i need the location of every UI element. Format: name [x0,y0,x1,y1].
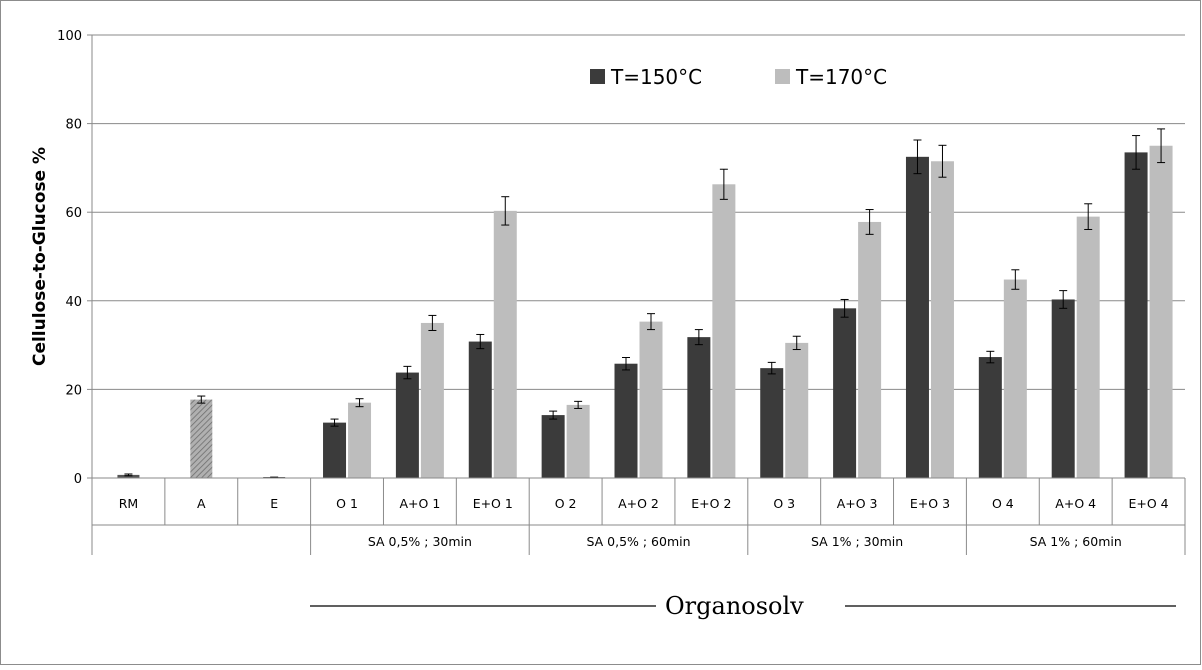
bar-a-o-3-t170 [858,221,882,479]
x-tick-label-a-o-3: A+O 3 [837,496,878,511]
legend-label-t150: T=150°C [610,65,702,89]
x-tick-label-e-o-1: E+O 1 [473,496,513,511]
legend-swatch-t170 [775,69,790,84]
bar-o-3-t170 [785,342,809,478]
bar-e-o-4-t170 [1149,145,1173,478]
bar-a-o-1-t170 [420,322,444,478]
x-tick-label-o-1: O 1 [336,496,358,511]
legend: T=150°C T=170°C [590,65,887,89]
x-tick-label-rm: RM [119,496,138,511]
bar-o-1-t150 [323,422,347,478]
bar-a-o-3-t150 [833,308,857,478]
x-tick-label-e-o-4: E+O 4 [1128,496,1168,511]
bar-a-o-2-t170 [639,321,663,478]
bar-a-o-4-t150 [1051,299,1075,478]
group-label-3: SA 1% ; 30min [811,534,903,549]
legend-label-t170: T=170°C [795,65,887,89]
bar-o-2-t170 [566,404,590,478]
bar-rm [117,474,140,478]
y-tick-label: 80 [65,118,82,133]
organosolv-annotation: Organosolv [310,592,1176,620]
y-tick-label: 40 [65,295,82,310]
group-label-1: SA 0,5% ; 30min [368,534,472,549]
bars [117,145,1173,479]
x-tick-label-a-o-2: A+O 2 [618,496,659,511]
y-tick-label: 100 [57,29,82,44]
x-tick-label-o-4: O 4 [992,496,1014,511]
legend-swatch-t150 [590,69,605,84]
bar-a-o-1-t150 [395,372,419,478]
bar-a-o-2-t150 [614,363,638,478]
group-label-4: SA 1% ; 60min [1030,534,1122,549]
y-tick-label: 0 [74,472,82,487]
x-tick-label-a-o-1: A+O 1 [400,496,441,511]
y-axis-title: Cellulose-to-Glucose % [30,147,50,366]
bar-e-o-2-t170 [712,184,736,478]
axes: 0 20 40 60 80 100 [57,29,1186,555]
y-tick-label: 20 [65,383,82,398]
x-tick-label-e-o-2: E+O 2 [691,496,731,511]
gridlines [92,34,1185,390]
x-tick-label-o-2: O 2 [555,496,577,511]
x-tick-label-e: E [270,496,278,511]
bar-e-o-2-t150 [687,337,711,478]
bar-e-o-1-t170 [493,210,517,478]
axis-labels: RM A E O 1 A+O 1 E+O 1 O 2 A+O 2 E+O 2 O 3 A+O 3 E+… [30,147,1169,549]
x-tick-label-o-3: O 3 [773,496,795,511]
bar-o-4-t170 [1003,279,1027,478]
group-label-2: SA 0,5% ; 60min [586,534,690,549]
bar-e-o-3-t170 [930,161,954,478]
organosolv-label: Organosolv [665,592,804,620]
bar-a-o-4-t170 [1076,216,1100,478]
x-tick-label-a: A [197,496,206,511]
bar-o-1-t170 [348,402,372,478]
bar-o-3-t150 [760,368,784,478]
y-tick-label: 60 [65,206,82,221]
x-tick-label-a-o-4: A+O 4 [1055,496,1096,511]
bar-a [190,399,213,478]
bar-o-2-t150 [541,415,565,478]
bar-e-o-4-t150 [1124,152,1148,478]
bar-e-o-3-t150 [905,156,929,478]
bar-e-o-1-t150 [468,341,492,478]
x-tick-label-e-o-3: E+O 3 [910,496,950,511]
bar-o-4-t150 [978,357,1002,478]
